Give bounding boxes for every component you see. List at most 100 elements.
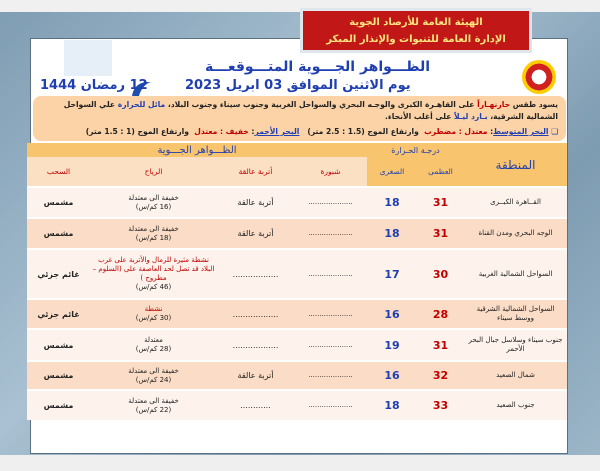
wind: نشطة مثيرة للرمال والأتربة على غرب البلا… xyxy=(90,248,217,299)
wind: خفيفة الى معتدلة (18 كم/س) xyxy=(90,217,217,249)
wind: نشطة (30 كم/س) xyxy=(90,298,217,329)
table-row: جنوب سيناء وسلاسل جبال البحر الأحمر 31 19.… xyxy=(27,328,567,361)
med-wave: وارتفاع الموج (1.5 : 2.5 متر) xyxy=(307,127,419,136)
wind: خفيفة الى معتدلة (24 كم/س) xyxy=(90,360,217,390)
dust: أتربة عالقة xyxy=(217,186,294,218)
wind-speed: (30 كم/س) xyxy=(135,314,172,322)
region: السواحل الشمالية الشرقية ووسط سيناء xyxy=(464,298,567,329)
wind-desc: نشطة مثيرة للرمال والأتربة على غرب البلا… xyxy=(92,256,215,282)
col-temp: درجـة الحـرارة xyxy=(367,143,464,157)
region: الوجه البحري ومدن القناة xyxy=(464,217,567,249)
organization-banner: الهيئة العامة للأرصاد الجوية الإدارة العا… xyxy=(300,8,532,53)
col-fog: شبورة xyxy=(294,157,367,187)
table-row: السواحل الشمالية الغربية 30 17............… xyxy=(27,248,567,299)
weather-summary: يسود طقس حارنهـاراً على القاهـرة الكبرى … xyxy=(33,96,566,141)
org-line-2: الإدارة العامة للتنبوات والإنذار المبكر xyxy=(326,34,506,45)
max-temp: 28 xyxy=(417,298,464,329)
page-title: الظـــواهر الجـــوية المتـــوقعـــة xyxy=(204,59,431,75)
min-temp: 19 xyxy=(367,328,417,361)
min-temp: 18 xyxy=(367,389,417,420)
wind-desc: نشطة xyxy=(144,305,163,313)
dust: ............ xyxy=(217,389,294,420)
summary-text: علي السواحل الشمالية الشرقية، xyxy=(63,100,558,121)
red-sea-label: البحر الأحمر xyxy=(254,127,300,136)
med-sea-label: البحر المتوسط xyxy=(493,127,549,136)
fog: .................... xyxy=(294,389,367,420)
cloud: مشمس xyxy=(27,389,90,420)
wind-desc: خفيفة الى معتدلة xyxy=(128,366,179,375)
col-cloud: السحب xyxy=(27,157,90,187)
wind-desc: معتدلة xyxy=(144,336,163,344)
table-row: جنوب الصعيد 33 18.........................… xyxy=(27,389,567,420)
wind-speed: (46 كم/س) xyxy=(135,283,172,291)
cloud: غائم جزئي xyxy=(27,248,90,299)
dust: .................. xyxy=(217,298,294,329)
max-temp: 31 xyxy=(417,328,464,361)
dust: أتربة عالقة xyxy=(217,360,294,390)
ramadan-logo xyxy=(64,40,167,117)
summary-text: على أغلب الأنحاء. xyxy=(385,112,455,121)
cloud: مشمس xyxy=(27,328,90,361)
region: شمال الصعيد xyxy=(464,360,567,390)
forecast-table: المنطقة درجـة الحـرارة الظـــواهر الجـــوي… xyxy=(27,143,567,420)
col-min: الصغرى xyxy=(367,157,417,187)
region: جنوب الصعيد xyxy=(464,389,567,420)
checkbox-icon: ❑ xyxy=(548,127,558,136)
max-temp: 32 xyxy=(417,360,464,390)
red-sea-state: خفيف : معتدل xyxy=(194,127,249,136)
wind: خفيفة الى معتدلة (16 كم/س) xyxy=(90,186,217,218)
fog: .................... xyxy=(294,298,367,329)
med-sea-state: معتدل : مضطرب xyxy=(424,127,488,136)
dust: .................. xyxy=(217,248,294,299)
table-row: القــاهرة الكبــرى 31 18..................… xyxy=(27,186,567,218)
sea-state: ❑ البحر المتوسط: معتدل : مضطرب وارتفاع ا… xyxy=(85,127,558,136)
wind-speed: (22 كم/س) xyxy=(135,405,172,414)
fog: .................... xyxy=(294,248,367,299)
min-temp: 18 xyxy=(367,186,417,218)
fog: .................... xyxy=(294,217,367,249)
col-region: المنطقة xyxy=(464,143,567,187)
min-temp: 17 xyxy=(367,248,417,299)
wind-speed: (28 كم/س) xyxy=(135,345,172,353)
table-row: الوجه البحري ومدن القناة 31 18............… xyxy=(27,217,567,249)
min-temp: 16 xyxy=(367,298,417,329)
cloud: غائم جزئي xyxy=(27,298,90,329)
red-wave: وارتفاع الموج (1 : 1.5 متر) xyxy=(85,127,189,136)
wind: خفيفة الى معتدلة (22 كم/س) xyxy=(90,389,217,420)
max-temp: 33 xyxy=(417,389,464,420)
dust: .................. xyxy=(217,328,294,361)
fog: .................... xyxy=(294,186,367,218)
max-temp: 30 xyxy=(417,248,464,299)
bottom-bar xyxy=(0,455,600,471)
min-temp: 16 xyxy=(367,360,417,390)
max-temp: 31 xyxy=(417,217,464,249)
cloud: مشمس xyxy=(27,186,90,218)
meteorology-logo xyxy=(522,60,556,94)
col-dust: أتربة عالقة xyxy=(217,157,294,187)
table-row: السواحل الشمالية الشرقية ووسط سيناء 28 16.… xyxy=(27,298,567,329)
min-temp: 18 xyxy=(367,217,417,249)
region: القــاهرة الكبــرى xyxy=(464,186,567,218)
gregorian-date: يوم الاثنين الموافق 03 ابريل 2023 xyxy=(185,78,411,93)
summary-text: يسود طقس xyxy=(510,100,558,109)
wind-desc: خفيفة الى معتدلة xyxy=(128,396,179,405)
summary-hot: حارنهـاراً xyxy=(477,100,511,109)
col-wind: الرياح xyxy=(90,157,217,187)
table-row: شمال الصعيد 32 16.................... أتربة… xyxy=(27,360,567,390)
col-phenomena: الظـــواهر الجـــوية xyxy=(27,143,367,157)
cloud: مشمس xyxy=(27,360,90,390)
cloud: مشمس xyxy=(27,217,90,249)
summary-cold: بـارد ليـلاً xyxy=(454,112,488,121)
col-max: العظمى xyxy=(417,157,464,187)
fog: .................... xyxy=(294,360,367,390)
hijri-date: 12 رمضان 1444 xyxy=(40,78,148,93)
org-line-1: الهيئة العامة للأرصاد الجوية xyxy=(349,17,483,28)
dust: أتربة عالقة xyxy=(217,217,294,249)
fog: .................... xyxy=(294,328,367,361)
wind-desc: خفيفة الى معتدلة xyxy=(128,193,179,202)
wind-speed: (16 كم/س) xyxy=(135,202,172,211)
max-temp: 31 xyxy=(417,186,464,218)
summary-text: على القاهـرة الكبرى والوجـه البحري والسو… xyxy=(165,100,478,109)
wind-speed: (24 كم/س) xyxy=(135,375,172,384)
content-flow: يسود طقس حارنهـاراً على القاهـرة الكبرى … xyxy=(27,96,567,420)
